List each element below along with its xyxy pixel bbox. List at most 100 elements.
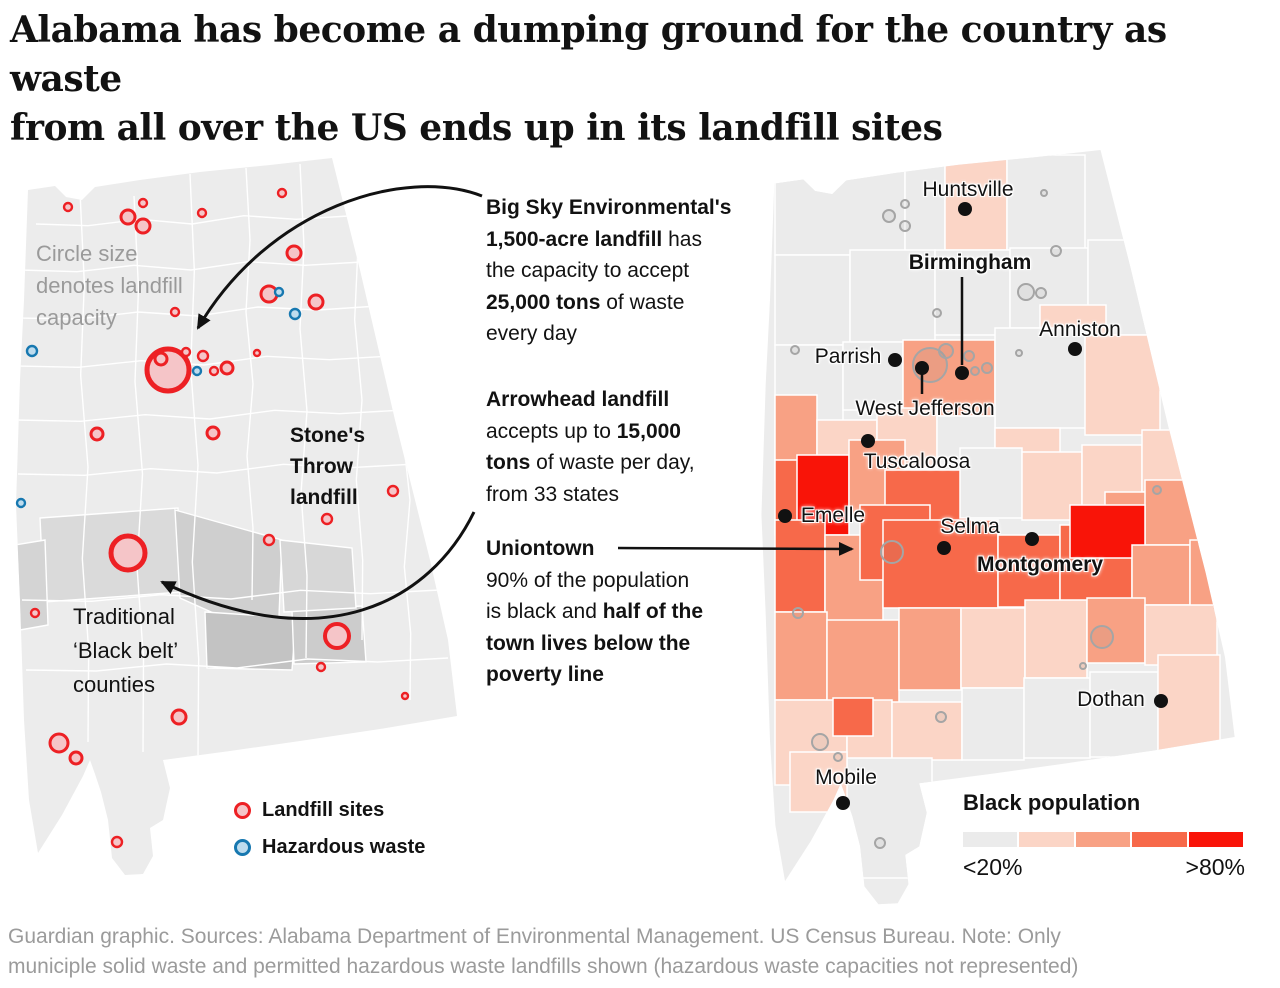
arrowhead-landfill-arrow <box>160 511 476 621</box>
county-cell <box>849 249 936 343</box>
left-map-state <box>16 158 457 875</box>
landfill-site <box>119 208 137 226</box>
landfill-site <box>29 607 41 619</box>
ghost-landfill-circle <box>790 345 800 355</box>
city-dot-dothan <box>1154 694 1168 708</box>
landfill-site <box>48 732 70 754</box>
landfill-site <box>196 349 210 363</box>
city-dot-parrish <box>888 353 902 367</box>
landfill-site <box>320 512 334 526</box>
county-cell <box>774 254 851 346</box>
ghost-landfill-circle <box>899 220 911 232</box>
ghost-landfill-circle <box>792 607 804 619</box>
landfill-site <box>285 244 303 262</box>
ghost-landfill-circle <box>882 209 896 223</box>
hazardous-waste-site <box>191 365 203 377</box>
landfill-site <box>276 187 288 199</box>
hazardous-waste-site <box>15 497 27 509</box>
ghost-landfill-circle <box>1017 283 1035 301</box>
landfill-site <box>208 365 220 377</box>
county-cell <box>960 607 1026 689</box>
landfill-site <box>108 533 148 573</box>
landfill-site <box>315 661 327 673</box>
landfill-site <box>196 207 208 219</box>
city-dot-tuscaloosa <box>861 434 875 448</box>
city-dot-huntsville <box>958 202 972 216</box>
source-note-line1: Guardian graphic. Sources: Alabama Depar… <box>8 925 1061 948</box>
county-cell <box>898 607 962 691</box>
county-cell <box>944 157 1008 251</box>
ghost-landfill-circle <box>935 711 947 723</box>
county-cell <box>1023 677 1091 759</box>
city-dot-montgomery <box>1025 532 1039 546</box>
ghost-landfill-circle <box>963 350 975 362</box>
county-cell <box>1024 599 1088 679</box>
landfill-site <box>323 622 351 650</box>
headline-line2: from all over the US ends up in its land… <box>10 107 943 149</box>
landfill-site <box>137 197 149 209</box>
ghost-landfill-circle <box>811 733 829 751</box>
ghost-landfill-circle <box>970 366 980 376</box>
county-cell <box>1189 539 1231 611</box>
ghost-landfill-circle <box>833 752 843 762</box>
landfill-site <box>307 293 325 311</box>
city-dot-selma <box>937 541 951 555</box>
county-cell <box>1157 654 1221 756</box>
ghost-landfill-circle <box>1015 349 1023 357</box>
landfill-site <box>134 217 152 235</box>
landfill-site <box>205 425 221 441</box>
ghost-landfill-circle <box>880 540 904 564</box>
landfill-site <box>219 360 235 376</box>
county-cell <box>846 757 933 879</box>
ghost-landfill-circle <box>932 308 942 318</box>
hazardous-waste-site <box>273 286 285 298</box>
county-cell <box>1131 544 1191 606</box>
county-cell <box>1086 597 1146 664</box>
hazardous-waste-site <box>25 344 39 358</box>
ghost-landfill-circle <box>938 343 954 359</box>
headline: Alabama has become a dumping ground for … <box>10 6 1260 153</box>
city-dot-mobile <box>836 796 850 810</box>
landfill-site <box>170 708 188 726</box>
landfill-site <box>169 306 181 318</box>
landfill-site <box>89 426 105 442</box>
county-cell <box>891 701 963 761</box>
landfill-site <box>110 835 124 849</box>
source-note: Guardian graphic. Sources: Alabama Depar… <box>8 922 1272 982</box>
landfill-site <box>400 691 410 701</box>
city-dot-emelle <box>778 509 792 523</box>
black-belt-county <box>204 611 297 671</box>
uniontown-arrow <box>617 541 854 556</box>
landfill-site <box>68 750 84 766</box>
landfill-site <box>180 346 192 358</box>
ghost-landfill-circle <box>900 199 910 209</box>
big-sky-arrow <box>196 185 483 330</box>
landfill-site <box>252 348 262 358</box>
city-dot-west-jefferson <box>915 361 929 375</box>
county-cell <box>842 341 904 411</box>
landfill-site <box>62 201 74 213</box>
county-cell <box>959 447 1023 519</box>
ghost-landfill-circle <box>874 837 886 849</box>
county-cell <box>1006 154 1086 251</box>
headline-line1: Alabama has become a dumping ground for … <box>10 9 1167 100</box>
ghost-landfill-circle <box>1035 287 1047 299</box>
landfill-site <box>262 533 276 547</box>
ghost-landfill-circle <box>1090 625 1114 649</box>
city-dot-anniston <box>1068 342 1082 356</box>
county-cell <box>997 534 1061 608</box>
ghost-landfill-circle <box>1050 245 1062 257</box>
landfill-site <box>153 351 169 367</box>
ghost-landfill-circle <box>981 362 993 374</box>
county-cell <box>961 687 1025 761</box>
hazardous-waste-site <box>288 307 302 321</box>
ghost-landfill-circle <box>1040 189 1048 197</box>
ghost-landfill-circle <box>1152 485 1162 495</box>
landfill-site <box>386 484 400 498</box>
city-dot-birmingham <box>955 366 969 380</box>
county-cell <box>1089 671 1159 758</box>
county-cell <box>774 611 828 701</box>
county-cell <box>832 697 874 737</box>
